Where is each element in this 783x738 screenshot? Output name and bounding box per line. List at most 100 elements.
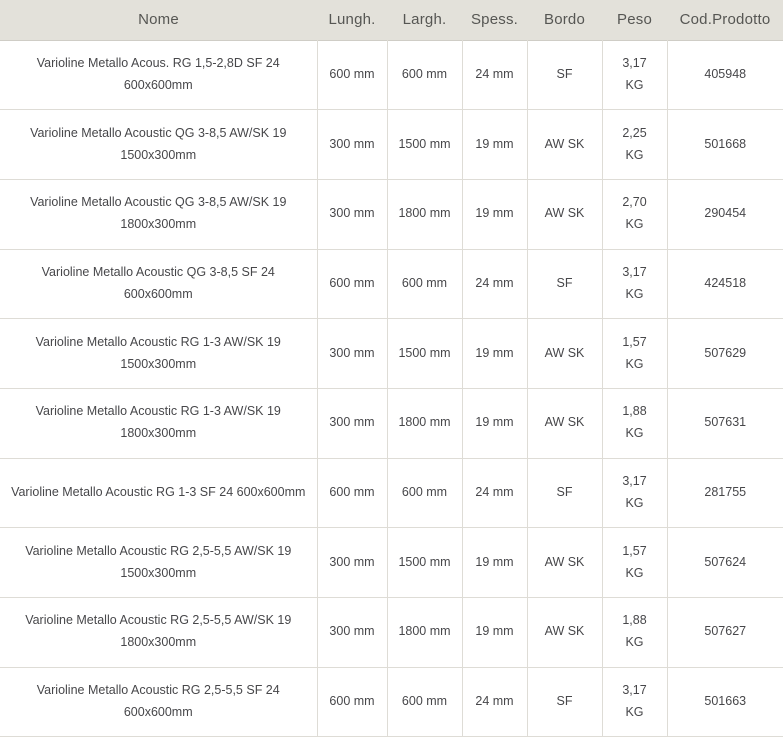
cell-codice-prodotto: 507631 xyxy=(666,388,783,459)
peso-value: 3,17 xyxy=(622,55,647,70)
cell-spessore: 19 mm xyxy=(461,597,527,668)
table-row[interactable]: Varioline Metallo Acoustic RG 1-3 AW/SK … xyxy=(0,318,783,389)
cell-spessore: 19 mm xyxy=(461,388,527,459)
peso-unit: KG xyxy=(625,77,644,92)
peso-unit: KG xyxy=(625,356,644,371)
cell-codice-prodotto: 501668 xyxy=(666,109,783,180)
cell-peso: 1,57 KG xyxy=(601,318,667,389)
column-header-peso[interactable]: Peso xyxy=(602,0,667,40)
cell-lunghezza: 300 mm xyxy=(316,318,387,389)
table-row[interactable]: Varioline Metallo Acoustic QG 3-8,5 AW/S… xyxy=(0,109,783,180)
product-name-line-1: Varioline Metallo Acoustic RG 2,5-5,5 AW… xyxy=(25,543,292,558)
table-row[interactable]: Varioline Metallo Acoustic RG 2,5-5,5 AW… xyxy=(0,527,783,598)
cell-nome: Varioline Metallo Acoustic QG 3-8,5 AW/S… xyxy=(0,179,317,249)
peso-value: 1,88 xyxy=(622,613,647,628)
product-name-line-1: Varioline Metallo Acoustic RG 1-3 AW/SK … xyxy=(35,404,281,419)
column-header-nome[interactable]: Nome xyxy=(0,0,317,40)
product-name-line-2: 1800x300mm xyxy=(120,217,197,232)
cell-spessore: 19 mm xyxy=(461,109,527,180)
cell-peso: 1,88 KG xyxy=(601,597,667,668)
peso-value: 3,17 xyxy=(622,474,647,489)
column-header-cod-prodotto[interactable]: Cod.Prodotto xyxy=(667,0,783,40)
cell-bordo: AW SK xyxy=(526,597,602,668)
peso-value: 3,17 xyxy=(622,265,647,280)
table-row[interactable]: Varioline Metallo Acoustic RG 2,5-5,5 AW… xyxy=(0,597,783,668)
cell-codice-prodotto: 424518 xyxy=(666,249,783,319)
table-header: Nome Lungh. Largh. Spess. Bordo Peso Cod… xyxy=(0,0,783,40)
cell-codice-prodotto: 281755 xyxy=(666,458,783,528)
cell-bordo: SF xyxy=(526,667,602,737)
cell-lunghezza: 600 mm xyxy=(316,249,387,319)
cell-larghezza: 600 mm xyxy=(386,249,462,319)
cell-bordo: SF xyxy=(526,249,602,319)
peso-value: 2,70 xyxy=(622,195,647,210)
cell-spessore: 24 mm xyxy=(461,458,527,528)
cell-larghezza: 1500 mm xyxy=(386,318,462,389)
product-name-line-1: Varioline Metallo Acoustic QG 3-8,5 AW/S… xyxy=(30,125,287,140)
cell-peso: 3,17 KG xyxy=(601,667,667,737)
cell-larghezza: 1500 mm xyxy=(386,109,462,180)
cell-peso: 3,17 KG xyxy=(601,458,667,528)
column-header-lungh[interactable]: Lungh. xyxy=(317,0,387,40)
cell-bordo: AW SK xyxy=(526,388,602,459)
cell-bordo: AW SK xyxy=(526,109,602,180)
column-header-largh[interactable]: Largh. xyxy=(387,0,462,40)
cell-nome: Varioline Metallo Acoustic RG 2,5-5,5 AW… xyxy=(0,598,317,668)
cell-larghezza: 1800 mm xyxy=(386,179,462,250)
table-row[interactable]: Varioline Metallo Acoustic QG 3-8,5 SF 2… xyxy=(0,249,783,319)
product-name-line-2: 600x600mm xyxy=(123,77,193,92)
table-header-row: Nome Lungh. Largh. Spess. Bordo Peso Cod… xyxy=(0,0,783,40)
cell-nome: Varioline Metallo Acoustic RG 1-3 AW/SK … xyxy=(0,319,317,389)
cell-nome: Varioline Metallo Acoustic QG 3-8,5 SF 2… xyxy=(0,249,317,319)
cell-lunghezza: 600 mm xyxy=(316,667,387,737)
cell-peso: 1,88 KG xyxy=(601,388,667,459)
product-name-line-1: Varioline Metallo Acous. RG 1,5-2,8D SF … xyxy=(36,55,280,70)
cell-larghezza: 1800 mm xyxy=(386,388,462,459)
cell-nome: Varioline Metallo Acous. RG 1,5-2,8D SF … xyxy=(0,40,317,110)
peso-unit: KG xyxy=(625,635,644,650)
table-row[interactable]: Varioline Metallo Acoustic QG 3-8,5 AW/S… xyxy=(0,179,783,250)
cell-bordo: SF xyxy=(526,458,602,528)
cell-spessore: 24 mm xyxy=(461,667,527,737)
product-name-line-1: Varioline Metallo Acoustic RG 2,5-5,5 SF… xyxy=(36,683,280,698)
product-name-line-2: 1800x300mm xyxy=(120,426,197,441)
peso-unit: KG xyxy=(625,705,644,720)
cell-codice-prodotto: 290454 xyxy=(666,179,783,250)
cell-spessore: 19 mm xyxy=(461,527,527,598)
product-name-line-1: Varioline Metallo Acoustic QG 3-8,5 SF 2… xyxy=(41,265,275,301)
cell-bordo: AW SK xyxy=(526,179,602,250)
product-name-line-2: 1800x300mm xyxy=(120,635,197,650)
product-name-line-2: 600x600mm xyxy=(123,705,193,720)
cell-spessore: 24 mm xyxy=(461,40,527,110)
cell-lunghezza: 300 mm xyxy=(316,109,387,180)
cell-lunghezza: 600 mm xyxy=(316,40,387,110)
cell-spessore: 19 mm xyxy=(461,179,527,250)
table-row[interactable]: Varioline Metallo Acoustic RG 1-3 AW/SK … xyxy=(0,388,783,459)
product-name-line-2: 1500x300mm xyxy=(120,356,197,371)
cell-peso: 2,70 KG xyxy=(601,179,667,250)
cell-peso: 3,17 KG xyxy=(601,40,667,110)
table-row[interactable]: Varioline Metallo Acoustic RG 2,5-5,5 SF… xyxy=(0,667,783,737)
cell-peso: 3,17 KG xyxy=(601,249,667,319)
table-row[interactable]: Varioline Metallo Acous. RG 1,5-2,8D SF … xyxy=(0,40,783,110)
cell-spessore: 24 mm xyxy=(461,249,527,319)
cell-bordo: SF xyxy=(526,40,602,110)
column-header-bordo[interactable]: Bordo xyxy=(527,0,602,40)
peso-unit: KG xyxy=(625,147,644,162)
cell-codice-prodotto: 507624 xyxy=(666,527,783,598)
peso-value: 1,88 xyxy=(622,404,647,419)
column-header-spess[interactable]: Spess. xyxy=(462,0,527,40)
cell-lunghezza: 300 mm xyxy=(316,179,387,250)
product-name-line-1: Varioline Metallo Acoustic RG 1-3 AW/SK … xyxy=(35,334,281,349)
cell-nome: Varioline Metallo Acoustic RG 2,5-5,5 SF… xyxy=(0,667,317,737)
product-name-line-1: Varioline Metallo Acoustic QG 3-8,5 AW/S… xyxy=(30,195,287,210)
cell-lunghezza: 300 mm xyxy=(316,527,387,598)
peso-unit: KG xyxy=(625,286,644,301)
table-row[interactable]: Varioline Metallo Acoustic RG 1-3 SF 24 … xyxy=(0,458,783,528)
peso-value: 1,57 xyxy=(622,543,647,558)
cell-peso: 2,25 KG xyxy=(601,109,667,180)
peso-value: 2,25 xyxy=(622,125,647,140)
cell-lunghezza: 300 mm xyxy=(316,388,387,459)
product-name-line-2: 1500x300mm xyxy=(120,565,197,580)
